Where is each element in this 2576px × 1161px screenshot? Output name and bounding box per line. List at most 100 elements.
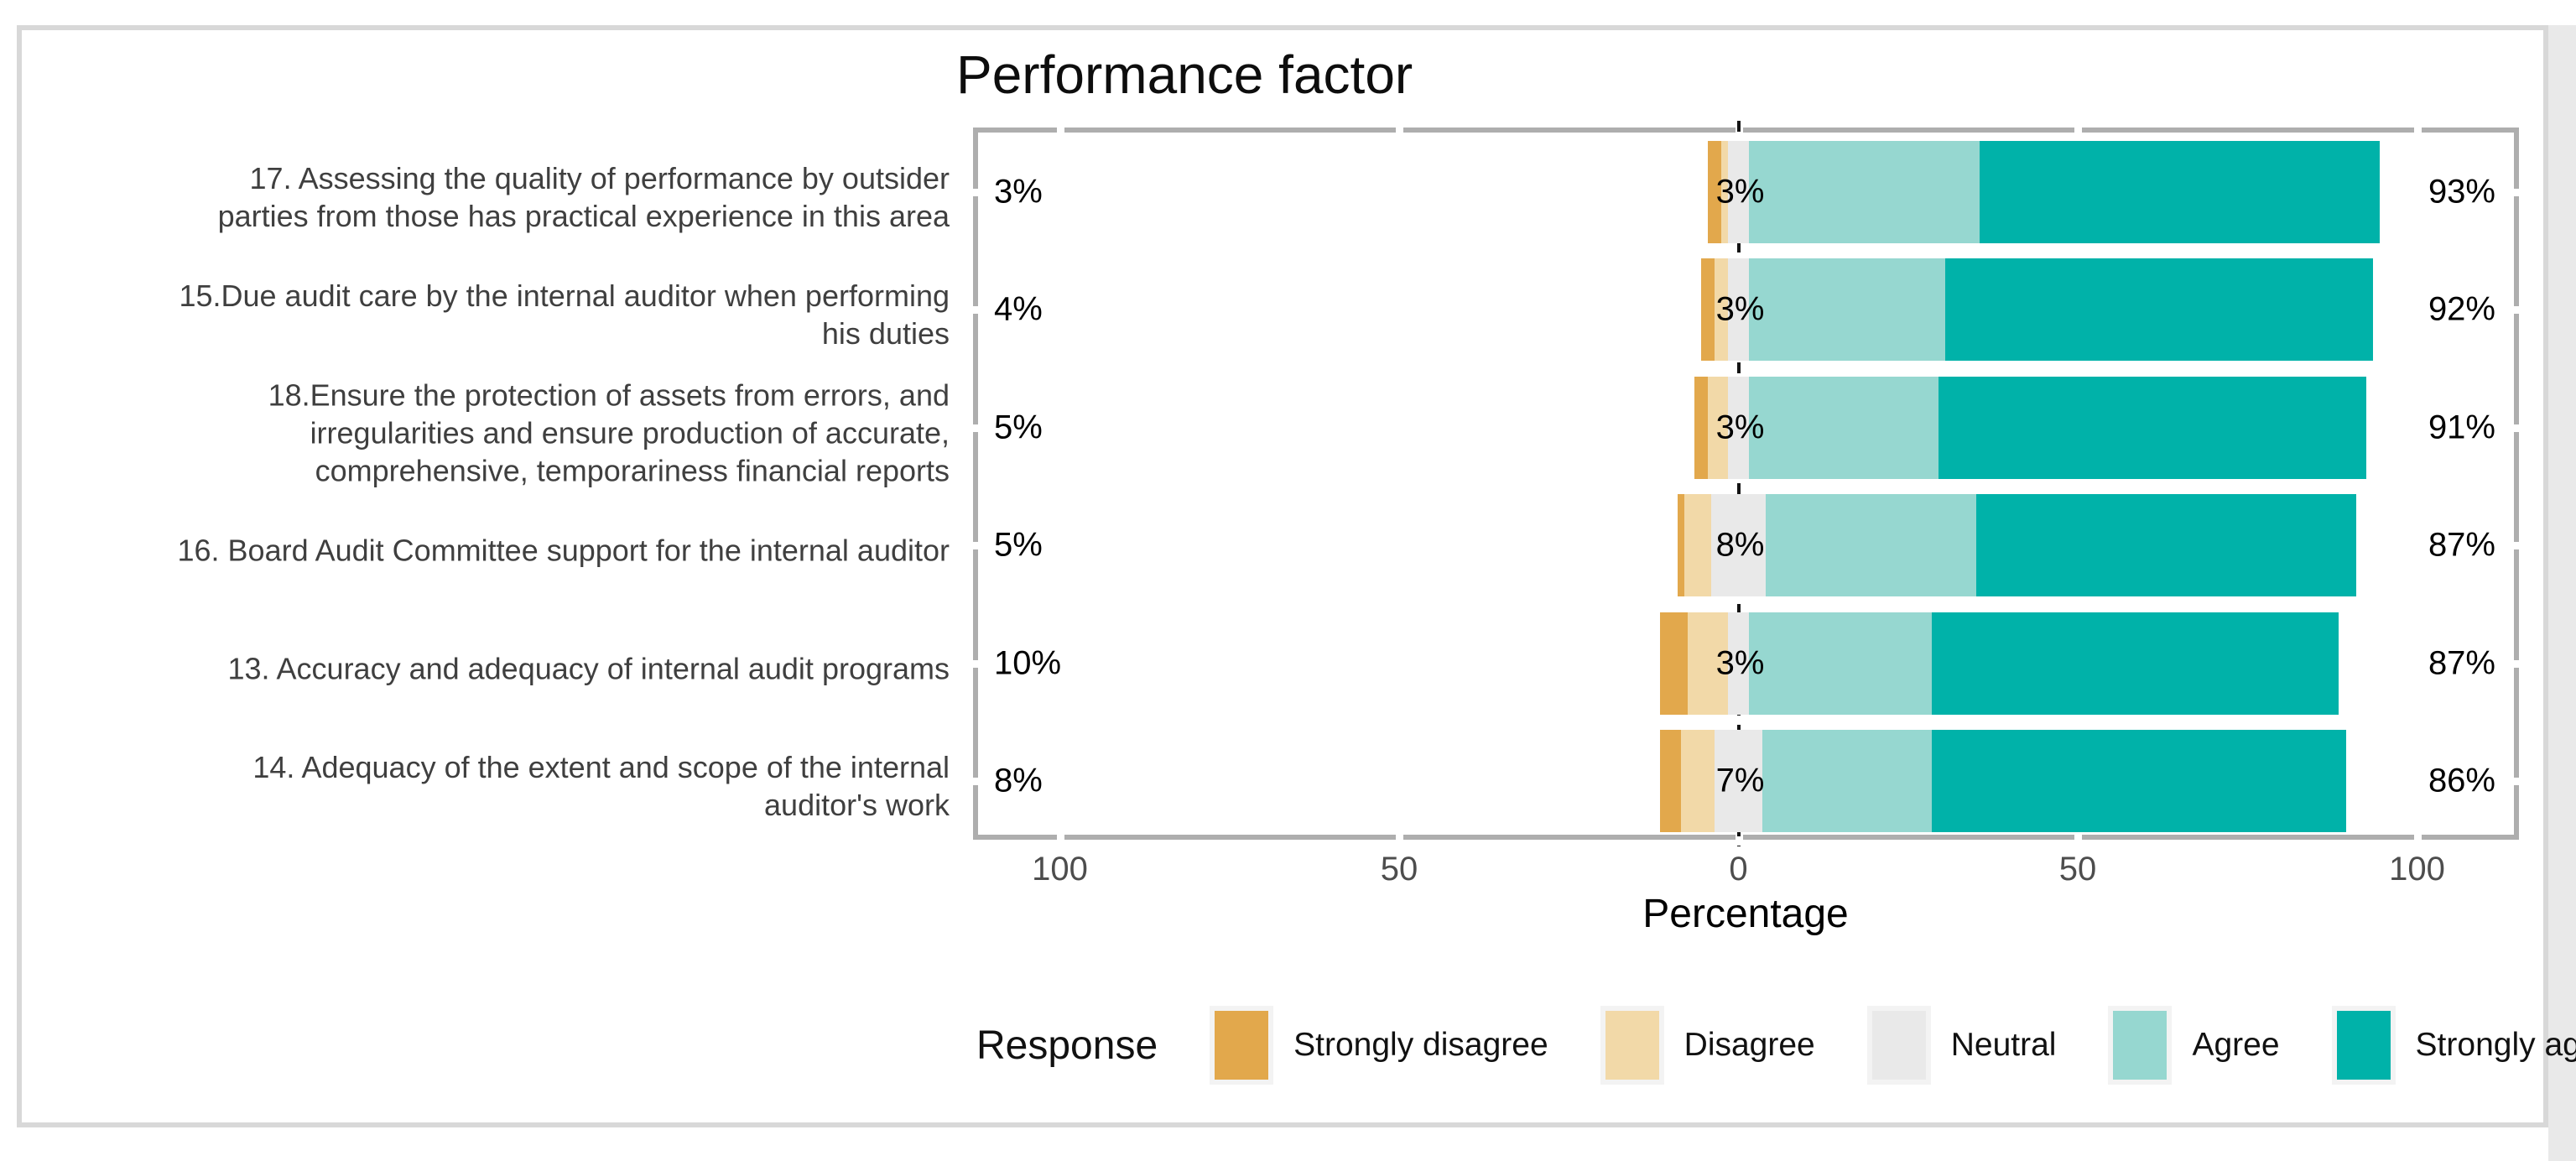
bar-segment-disagree bbox=[1721, 140, 1729, 243]
axis-tick-mark bbox=[2514, 659, 2519, 668]
axis-tick-mark bbox=[2074, 835, 2082, 840]
legend-key-swatch bbox=[1600, 1006, 1664, 1085]
axis-tick-mark bbox=[1056, 128, 1064, 133]
y-category-label: 18.Ensure the protection of assets from … bbox=[268, 377, 950, 487]
bar-segment-agree bbox=[1765, 494, 1976, 596]
neutral-label: 3% bbox=[1715, 290, 1765, 328]
legend-key-swatch bbox=[1210, 1006, 1274, 1085]
neutral-label: 8% bbox=[1715, 526, 1765, 564]
left-total-label: 5% bbox=[994, 526, 1043, 564]
plot-panel: 3% 3% 93% 4% 3% 92% 5% 3% 91% 5% 8% 87% 10% 3% 87% 8% 7%… bbox=[973, 121, 2519, 846]
right-total-label: 93% bbox=[2428, 173, 2495, 210]
right-total-label: 92% bbox=[2428, 290, 2495, 328]
right-total-label: 86% bbox=[2428, 762, 2495, 799]
left-total-label: 10% bbox=[994, 644, 1062, 681]
bar-segment-strongly-disagree bbox=[1694, 376, 1709, 479]
chart-title: Performance factor bbox=[956, 44, 1413, 105]
legend-label: Strongly agree bbox=[2415, 1027, 2576, 1063]
bar-segment-strongly-disagree bbox=[1660, 730, 1681, 832]
bar-segment-agree bbox=[1748, 376, 1939, 479]
legend-label: Strongly disagree bbox=[1293, 1027, 1548, 1063]
bar-segment-neutral bbox=[1728, 258, 1749, 361]
bar-segment-disagree bbox=[1684, 494, 1712, 596]
legend-item-agree: Agree bbox=[2108, 1006, 2280, 1085]
left-total-label: 8% bbox=[994, 762, 1043, 799]
axis-tick-mark bbox=[973, 778, 978, 785]
axis-tick-mark bbox=[2413, 835, 2422, 840]
y-category-label: 13. Accuracy and adequacy of internal au… bbox=[227, 651, 950, 685]
legend-key-swatch bbox=[2108, 1006, 2173, 1085]
axis-tick-mark bbox=[2514, 188, 2519, 196]
axis-tick-mark bbox=[2514, 424, 2519, 432]
right-total-label: 87% bbox=[2428, 644, 2495, 681]
x-tick-label: 50 bbox=[1380, 851, 1418, 888]
panel-border-left bbox=[973, 128, 978, 840]
bar-segment-agree bbox=[1748, 258, 1946, 361]
bar-segment-disagree bbox=[1715, 258, 1729, 361]
panel-border-right bbox=[2514, 128, 2519, 840]
legend-label: Disagree bbox=[1684, 1027, 1815, 1063]
bar-segment-neutral bbox=[1715, 730, 1762, 832]
bar-segment-strongly-agree bbox=[1945, 258, 2373, 361]
left-total-label: 4% bbox=[994, 290, 1043, 328]
y-category-label: 15.Due audit care by the internal audito… bbox=[179, 279, 950, 351]
legend-key-swatch bbox=[1866, 1006, 1931, 1085]
right-total-label: 91% bbox=[2428, 409, 2495, 445]
scrollbar-strip bbox=[2548, 25, 2576, 1161]
bar-segment-neutral bbox=[1728, 140, 1749, 243]
bar-segment-neutral bbox=[1728, 612, 1749, 715]
axis-tick-mark bbox=[2514, 306, 2519, 314]
bar-segment-strongly-disagree bbox=[1660, 612, 1688, 715]
x-axis-title: Percentage bbox=[1642, 892, 1849, 936]
legend-item-strongly-disagree: Strongly disagree bbox=[1210, 1006, 1548, 1085]
left-total-label: 3% bbox=[994, 173, 1043, 210]
axis-tick-mark bbox=[2514, 542, 2519, 549]
axis-tick-mark bbox=[1056, 835, 1064, 840]
neutral-label: 3% bbox=[1715, 644, 1765, 681]
bar-segment-disagree bbox=[1687, 612, 1729, 715]
legend-label: Neutral bbox=[1950, 1027, 2057, 1063]
x-tick-label: 100 bbox=[1032, 851, 1088, 888]
axis-tick-mark bbox=[2074, 128, 2082, 133]
axis-tick-mark bbox=[1396, 128, 1403, 133]
legend-title: Response bbox=[976, 1023, 1158, 1068]
y-category-label: 16. Board Audit Committee support for th… bbox=[177, 533, 950, 568]
bar-segment-neutral bbox=[1711, 494, 1766, 596]
bar-segment-strongly-disagree bbox=[1677, 494, 1684, 596]
left-total-label: 5% bbox=[994, 409, 1043, 445]
bar-segment-strongly-agree bbox=[1932, 612, 2339, 715]
right-total-label: 87% bbox=[2428, 526, 2495, 564]
y-axis-category-labels: 17. Assessing the quality of performance… bbox=[25, 133, 961, 840]
bar-segment-strongly-agree bbox=[1979, 140, 2380, 243]
axis-tick-mark bbox=[973, 306, 978, 314]
panel-border-top bbox=[973, 128, 2519, 133]
x-tick-label: 50 bbox=[2058, 851, 2097, 888]
axis-tick-mark bbox=[1396, 835, 1403, 840]
legend: Response Strongly disagree Disagree Neutra… bbox=[976, 1003, 2576, 1087]
zero-baseline bbox=[1736, 121, 1741, 846]
bar-segment-agree bbox=[1748, 140, 1980, 243]
neutral-label: 3% bbox=[1715, 409, 1765, 445]
bar-segment-strongly-agree bbox=[1939, 376, 2366, 479]
bar-segment-strongly-agree bbox=[1932, 730, 2346, 832]
legend-key-swatch bbox=[2331, 1006, 2396, 1085]
axis-tick-mark bbox=[973, 542, 978, 549]
bar-segment-strongly-agree bbox=[1975, 494, 2356, 596]
legend-item-disagree: Disagree bbox=[1600, 1006, 1815, 1085]
neutral-label: 7% bbox=[1715, 762, 1765, 799]
legend-label: Agree bbox=[2192, 1027, 2280, 1063]
x-tick-label: 100 bbox=[2389, 851, 2445, 888]
axis-tick-mark bbox=[2514, 778, 2519, 785]
legend-item-neutral: Neutral bbox=[1866, 1006, 2057, 1085]
legend-item-strongly-agree: Strongly agree bbox=[2331, 1006, 2576, 1085]
axis-tick-mark bbox=[973, 424, 978, 432]
axis-tick-mark bbox=[973, 659, 978, 668]
bar-segment-strongly-disagree bbox=[1708, 140, 1722, 243]
neutral-label: 3% bbox=[1715, 173, 1765, 210]
bar-segment-neutral bbox=[1728, 376, 1749, 479]
bar-segment-strongly-disagree bbox=[1701, 258, 1715, 361]
y-category-label: 17. Assessing the quality of performance… bbox=[217, 160, 950, 233]
bar-segment-agree bbox=[1748, 612, 1933, 715]
x-tick-label: 0 bbox=[1729, 851, 1748, 888]
bar-segment-agree bbox=[1762, 730, 1933, 832]
